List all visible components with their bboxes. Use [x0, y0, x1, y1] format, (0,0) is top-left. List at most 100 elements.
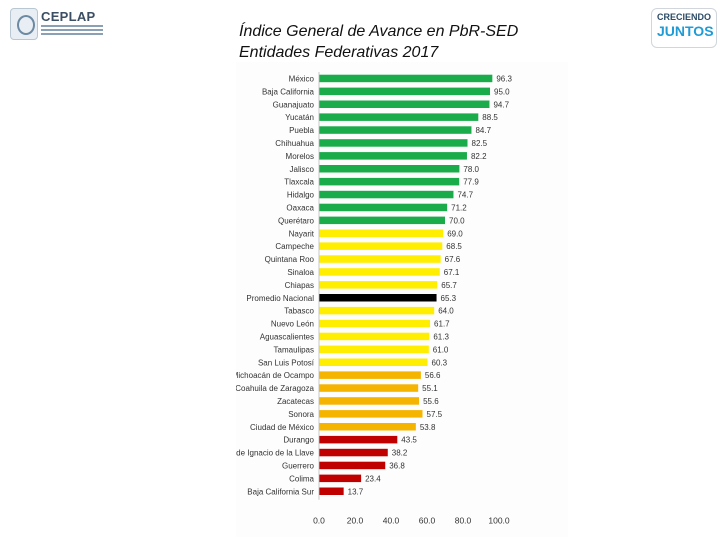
bar-chart: México 96.3 Baja California 95.0 Guanajuato 9… — [236, 72, 512, 526]
state-seal-icon — [10, 8, 38, 40]
bar-27 — [319, 423, 416, 431]
logo-top-text: CRECIENDO — [657, 12, 712, 22]
value-label: 96.3 — [496, 74, 512, 83]
x-tick-label: 20.0 — [347, 516, 364, 526]
value-label: 36.8 — [389, 461, 405, 470]
creciendo-juntos-logo: CRECIENDO JUNTOS — [651, 8, 717, 48]
value-label: 67.1 — [444, 268, 460, 277]
value-label: 53.8 — [420, 423, 436, 432]
category-label: Tamaulipas — [274, 345, 314, 354]
value-label: 57.5 — [427, 410, 443, 419]
value-label: 88.5 — [482, 113, 498, 122]
value-label: 77.9 — [463, 178, 479, 187]
bar-31 — [319, 474, 362, 483]
bar-10 — [319, 203, 448, 212]
value-label: 69.0 — [447, 229, 463, 238]
value-label: 82.2 — [471, 152, 487, 161]
value-label: 38.2 — [392, 449, 408, 458]
category-label: Guanajuato — [273, 100, 315, 109]
category-label: Veracruz de Ignacio de la Llave — [236, 449, 315, 458]
bar-4 — [319, 126, 472, 134]
category-label: Durango — [283, 436, 314, 445]
value-label: 71.2 — [451, 203, 467, 212]
value-label: 82.5 — [472, 139, 488, 148]
bar-23 — [319, 371, 421, 379]
value-label: 61.0 — [433, 345, 449, 354]
org-name: CEPLAP — [41, 9, 96, 24]
value-label: 13.7 — [348, 487, 364, 496]
category-label: Jalisco — [290, 165, 315, 174]
category-label: Guerrero — [282, 461, 315, 470]
category-label: Campeche — [275, 242, 314, 251]
category-label: Puebla — [289, 126, 314, 135]
bar-14 — [319, 255, 441, 263]
category-label: Aguascalientes — [260, 332, 314, 341]
value-label: 65.3 — [441, 294, 457, 303]
bar-9 — [319, 190, 454, 199]
category-label: Tabasco — [284, 307, 314, 316]
bar-24 — [319, 384, 419, 392]
bar-6 — [319, 152, 467, 160]
value-label: 94.7 — [493, 100, 509, 109]
chart-title: Índice General de Avance en PbR-SED Enti… — [239, 21, 518, 63]
category-label: Ciudad de México — [250, 423, 315, 432]
title-line-2: Entidades Federativas 2017 — [239, 44, 439, 61]
bar-19 — [319, 319, 431, 328]
bar-1 — [319, 87, 490, 96]
chart-panel: México 96.3 Baja California 95.0 Guanajuato 9… — [236, 62, 568, 537]
value-label: 56.6 — [425, 371, 441, 380]
category-label: Quintana Roo — [265, 255, 315, 264]
category-label: Sonora — [288, 410, 314, 419]
bar-29 — [319, 448, 388, 457]
value-label: 84.7 — [475, 126, 491, 135]
category-label: Nuevo León — [271, 320, 314, 329]
bar-30 — [319, 461, 386, 470]
bar-18 — [319, 306, 435, 315]
value-label: 61.7 — [434, 320, 450, 329]
value-label: 43.5 — [401, 436, 417, 445]
bar-8 — [319, 177, 460, 186]
value-label: 74.7 — [457, 191, 473, 200]
bar-22 — [319, 358, 428, 366]
value-label: 60.3 — [432, 358, 448, 367]
value-label: 61.3 — [433, 332, 449, 341]
bar-17 — [319, 294, 437, 302]
x-tick-label: 80.0 — [455, 516, 472, 526]
bar-13 — [319, 242, 443, 250]
bar-25 — [319, 397, 420, 405]
value-label: 65.7 — [441, 281, 457, 290]
category-label: Hidalgo — [287, 191, 315, 200]
value-label: 68.5 — [446, 242, 462, 251]
value-label: 55.1 — [422, 384, 438, 393]
category-label: Yucatán — [285, 113, 314, 122]
value-label: 67.6 — [445, 255, 461, 264]
category-label: Querétaro — [278, 216, 315, 225]
value-label: 64.0 — [438, 307, 454, 316]
category-label: Colima — [289, 474, 314, 483]
bar-11 — [319, 216, 445, 225]
x-tick-label: 60.0 — [419, 516, 436, 526]
bar-16 — [319, 281, 438, 289]
x-tick-label: 100.0 — [488, 516, 510, 526]
bar-7 — [319, 165, 460, 173]
category-label: México — [289, 74, 315, 83]
category-label: San Luis Potosí — [258, 358, 315, 367]
category-label: Nayarit — [289, 229, 315, 238]
bar-5 — [319, 139, 468, 147]
bar-28 — [319, 435, 398, 444]
value-label: 78.0 — [463, 165, 479, 174]
category-label: Oaxaca — [286, 203, 314, 212]
bar-26 — [319, 410, 423, 418]
category-label: Chihuahua — [275, 139, 314, 148]
category-label: Baja California Sur — [247, 487, 314, 496]
category-label: Zacatecas — [277, 397, 314, 406]
bar-2 — [319, 100, 490, 108]
category-label: Morelos — [286, 152, 314, 161]
category-label: Baja California — [262, 87, 315, 96]
org-subtitle-lines — [41, 25, 103, 39]
category-label: Tlaxcala — [284, 178, 314, 187]
bar-15 — [319, 268, 440, 276]
category-label: Chiapas — [285, 281, 314, 290]
x-tick-label: 40.0 — [383, 516, 400, 526]
title-line-1: Índice General de Avance en PbR-SED — [239, 23, 519, 40]
